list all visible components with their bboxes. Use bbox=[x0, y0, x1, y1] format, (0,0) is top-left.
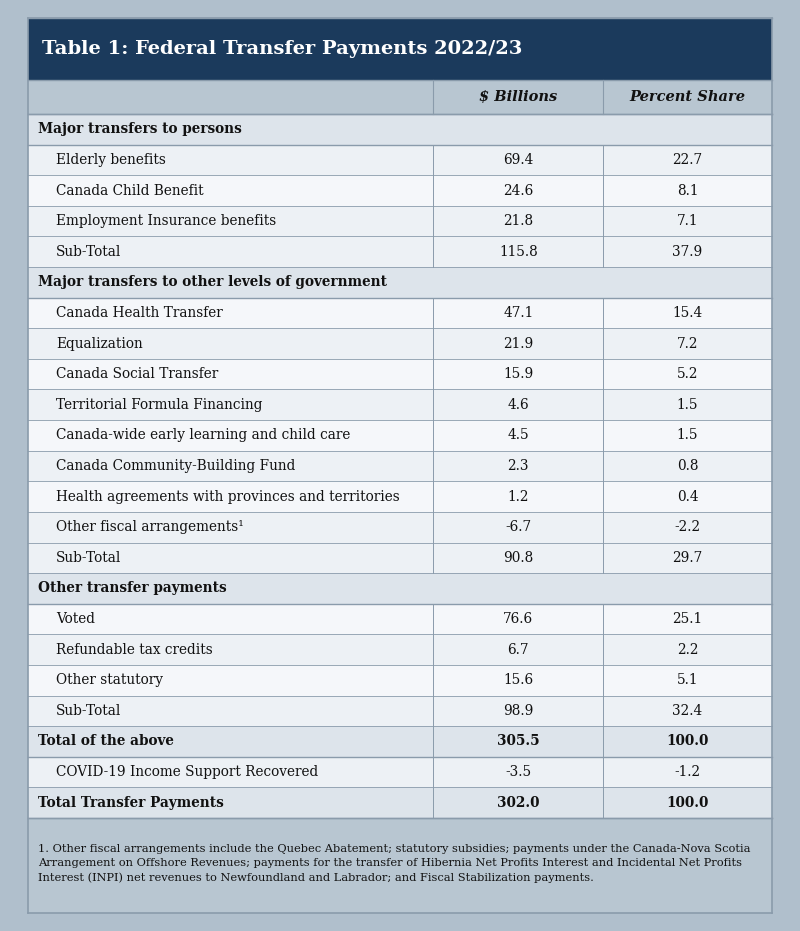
Text: -1.2: -1.2 bbox=[674, 765, 701, 779]
Text: 37.9: 37.9 bbox=[673, 245, 702, 259]
Text: Refundable tax credits: Refundable tax credits bbox=[56, 642, 213, 656]
Text: 1.5: 1.5 bbox=[677, 398, 698, 412]
Bar bbox=[28, 757, 772, 788]
Text: 305.5: 305.5 bbox=[497, 735, 540, 749]
Bar bbox=[28, 358, 772, 389]
Bar bbox=[28, 818, 772, 913]
Bar bbox=[28, 80, 772, 114]
Text: 302.0: 302.0 bbox=[497, 796, 539, 810]
Text: Percent Share: Percent Share bbox=[630, 90, 746, 104]
Text: Other fiscal arrangements¹: Other fiscal arrangements¹ bbox=[56, 520, 244, 534]
Text: Canada Social Transfer: Canada Social Transfer bbox=[56, 367, 218, 381]
Bar bbox=[28, 206, 772, 236]
Text: Table 1: Federal Transfer Payments 2022/23: Table 1: Federal Transfer Payments 2022/… bbox=[42, 40, 522, 58]
Text: Equalization: Equalization bbox=[56, 337, 142, 351]
Text: 98.9: 98.9 bbox=[503, 704, 534, 718]
Text: 4.5: 4.5 bbox=[507, 428, 529, 442]
Text: Total Transfer Payments: Total Transfer Payments bbox=[38, 796, 224, 810]
Text: 2.2: 2.2 bbox=[677, 642, 698, 656]
Bar bbox=[28, 144, 772, 175]
Text: 24.6: 24.6 bbox=[503, 183, 534, 197]
Text: 15.6: 15.6 bbox=[503, 673, 534, 687]
Bar bbox=[28, 267, 772, 298]
Text: Employment Insurance benefits: Employment Insurance benefits bbox=[56, 214, 276, 228]
Text: 7.1: 7.1 bbox=[677, 214, 698, 228]
Bar bbox=[28, 114, 772, 144]
Text: Canada Community-Building Fund: Canada Community-Building Fund bbox=[56, 459, 295, 473]
Text: -3.5: -3.5 bbox=[506, 765, 531, 779]
Bar bbox=[28, 573, 772, 603]
Bar bbox=[28, 543, 772, 573]
Text: Voted: Voted bbox=[56, 612, 95, 626]
Text: 1.5: 1.5 bbox=[677, 428, 698, 442]
Bar bbox=[28, 236, 772, 267]
Text: 115.8: 115.8 bbox=[499, 245, 538, 259]
Text: 22.7: 22.7 bbox=[673, 153, 702, 167]
Text: Health agreements with provinces and territories: Health agreements with provinces and ter… bbox=[56, 490, 400, 504]
Text: 15.9: 15.9 bbox=[503, 367, 534, 381]
Text: Canada Child Benefit: Canada Child Benefit bbox=[56, 183, 204, 197]
Text: Sub-Total: Sub-Total bbox=[56, 704, 122, 718]
Text: Major transfers to persons: Major transfers to persons bbox=[38, 122, 242, 136]
Text: 76.6: 76.6 bbox=[503, 612, 534, 626]
Text: 25.1: 25.1 bbox=[673, 612, 702, 626]
Bar bbox=[28, 695, 772, 726]
Bar bbox=[28, 175, 772, 206]
Bar bbox=[28, 726, 772, 757]
Bar bbox=[28, 634, 772, 665]
Bar bbox=[28, 512, 772, 543]
Text: Other statutory: Other statutory bbox=[56, 673, 163, 687]
Text: $ Billions: $ Billions bbox=[479, 90, 558, 104]
Text: 7.2: 7.2 bbox=[677, 337, 698, 351]
Text: 29.7: 29.7 bbox=[673, 551, 702, 565]
Bar bbox=[28, 788, 772, 818]
Text: 4.6: 4.6 bbox=[507, 398, 529, 412]
Bar bbox=[28, 481, 772, 512]
Text: 0.8: 0.8 bbox=[677, 459, 698, 473]
Text: 90.8: 90.8 bbox=[503, 551, 534, 565]
Text: Sub-Total: Sub-Total bbox=[56, 245, 122, 259]
Text: Canada Health Transfer: Canada Health Transfer bbox=[56, 306, 222, 320]
Text: 100.0: 100.0 bbox=[666, 735, 709, 749]
Text: 100.0: 100.0 bbox=[666, 796, 709, 810]
Text: 47.1: 47.1 bbox=[503, 306, 534, 320]
Text: 32.4: 32.4 bbox=[673, 704, 702, 718]
Text: 6.7: 6.7 bbox=[507, 642, 529, 656]
Text: Major transfers to other levels of government: Major transfers to other levels of gover… bbox=[38, 276, 387, 290]
Bar bbox=[28, 298, 772, 329]
Text: Total of the above: Total of the above bbox=[38, 735, 174, 749]
Text: 8.1: 8.1 bbox=[677, 183, 698, 197]
Text: 15.4: 15.4 bbox=[673, 306, 702, 320]
Text: 21.8: 21.8 bbox=[503, 214, 534, 228]
Text: 0.4: 0.4 bbox=[677, 490, 698, 504]
Bar bbox=[28, 18, 772, 80]
Bar bbox=[28, 389, 772, 420]
Text: 21.9: 21.9 bbox=[503, 337, 534, 351]
Bar bbox=[28, 420, 772, 451]
Text: -6.7: -6.7 bbox=[506, 520, 531, 534]
Text: COVID-19 Income Support Recovered: COVID-19 Income Support Recovered bbox=[56, 765, 318, 779]
Bar bbox=[28, 603, 772, 634]
Bar bbox=[28, 665, 772, 695]
Text: Territorial Formula Financing: Territorial Formula Financing bbox=[56, 398, 262, 412]
Bar bbox=[28, 329, 772, 358]
Text: Other transfer payments: Other transfer payments bbox=[38, 582, 226, 596]
Text: Canada-wide early learning and child care: Canada-wide early learning and child car… bbox=[56, 428, 350, 442]
Text: 5.1: 5.1 bbox=[677, 673, 698, 687]
Text: Elderly benefits: Elderly benefits bbox=[56, 153, 166, 167]
Text: 2.3: 2.3 bbox=[507, 459, 529, 473]
Text: 1.2: 1.2 bbox=[507, 490, 529, 504]
Bar bbox=[28, 451, 772, 481]
Text: 69.4: 69.4 bbox=[503, 153, 534, 167]
Text: -2.2: -2.2 bbox=[674, 520, 701, 534]
Text: Sub-Total: Sub-Total bbox=[56, 551, 122, 565]
Text: 5.2: 5.2 bbox=[677, 367, 698, 381]
Text: 1. Other fiscal arrangements include the Quebec Abatement; statutory subsidies; : 1. Other fiscal arrangements include the… bbox=[38, 843, 750, 884]
